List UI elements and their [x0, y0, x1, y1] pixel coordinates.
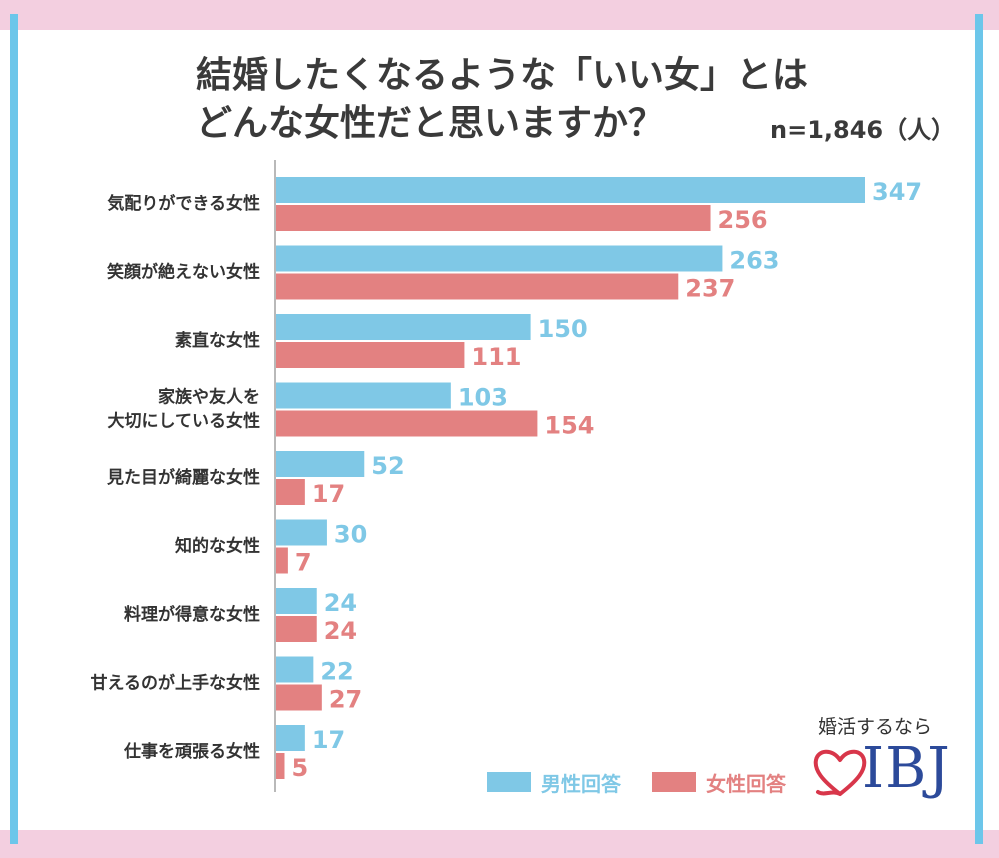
- chart-title: 結婚したくなるような「いい女」とは どんな女性だと思いますか？: [196, 52, 808, 148]
- data-label-male: 52: [371, 452, 404, 480]
- data-label-male: 17: [312, 726, 345, 754]
- ibj-brand: 婚活するなら IBJ: [812, 712, 962, 812]
- category-label: 気配りができる女性: [106, 193, 260, 214]
- data-label-female: 154: [544, 412, 594, 440]
- data-label-female: 27: [329, 686, 362, 714]
- data-label-male: 24: [324, 589, 357, 617]
- sample-size-note: n=1,846（人）: [770, 116, 956, 144]
- bottom-border: [0, 830, 999, 858]
- left-border: [10, 14, 18, 844]
- category-label: 見た目が綺麗な女性: [106, 467, 260, 488]
- data-label-male: 22: [320, 658, 353, 686]
- title-line-1: 結婚したくなるような「いい女」とは: [196, 55, 809, 96]
- data-label-female: 24: [324, 617, 357, 645]
- data-label-female: 5: [291, 754, 308, 782]
- heart-outline-icon: [813, 749, 867, 796]
- bar-male: [276, 382, 451, 409]
- category-label: 甘えるのが上手な女性: [91, 673, 261, 694]
- right-border: [975, 14, 983, 844]
- category-label: 料理が得意な女性: [124, 604, 260, 625]
- data-label-male: 103: [458, 384, 508, 412]
- bar-female: [276, 684, 322, 711]
- legend-swatch-male: [487, 772, 531, 792]
- data-label-female: 256: [718, 206, 768, 234]
- data-label-male: 30: [334, 521, 367, 549]
- title-line-2: どんな女性だと思いますか？: [196, 103, 665, 144]
- data-label-female: 111: [471, 343, 521, 371]
- legend-item-female: 女性回答: [652, 770, 786, 796]
- category-label: 家族や友人を大切にしている女性: [108, 387, 261, 432]
- ibj-logo-text: IBJ: [862, 736, 951, 801]
- brand-tagline: 婚活するなら: [818, 716, 933, 738]
- bar-female: [276, 342, 465, 368]
- bar-female: [276, 753, 285, 779]
- bar-female: [276, 205, 711, 231]
- category-label: 知的な女性: [174, 536, 260, 557]
- category-label: 仕事を頑張る女性: [123, 741, 260, 762]
- data-label-female: 17: [312, 480, 345, 508]
- bar-female: [276, 479, 305, 505]
- data-label-male: 263: [729, 247, 779, 275]
- legend-swatch-female: [652, 772, 696, 792]
- bar-male: [276, 451, 365, 477]
- category-label: 素直な女性: [175, 330, 260, 351]
- bar-male: [276, 519, 327, 546]
- data-label-female: 7: [295, 549, 312, 577]
- legend-label-female: 女性回答: [706, 771, 786, 796]
- bar-male: [276, 656, 314, 683]
- bar-male: [276, 177, 865, 203]
- top-border: [0, 0, 999, 30]
- category-label: 笑顔が絶えない女性: [107, 262, 260, 283]
- bar-female: [276, 273, 679, 300]
- bar-female: [276, 616, 317, 642]
- bar-female: [276, 410, 538, 437]
- legend-item-male: 男性回答: [487, 770, 621, 796]
- bar-male: [276, 314, 531, 340]
- bar-female: [276, 547, 288, 574]
- data-label-female: 237: [685, 275, 735, 303]
- bar-male: [276, 588, 317, 614]
- legend-label-male: 男性回答: [541, 771, 621, 796]
- data-label-male: 347: [872, 178, 922, 206]
- bar-male: [276, 725, 305, 751]
- bar-male: [276, 245, 723, 272]
- data-label-male: 150: [538, 315, 588, 343]
